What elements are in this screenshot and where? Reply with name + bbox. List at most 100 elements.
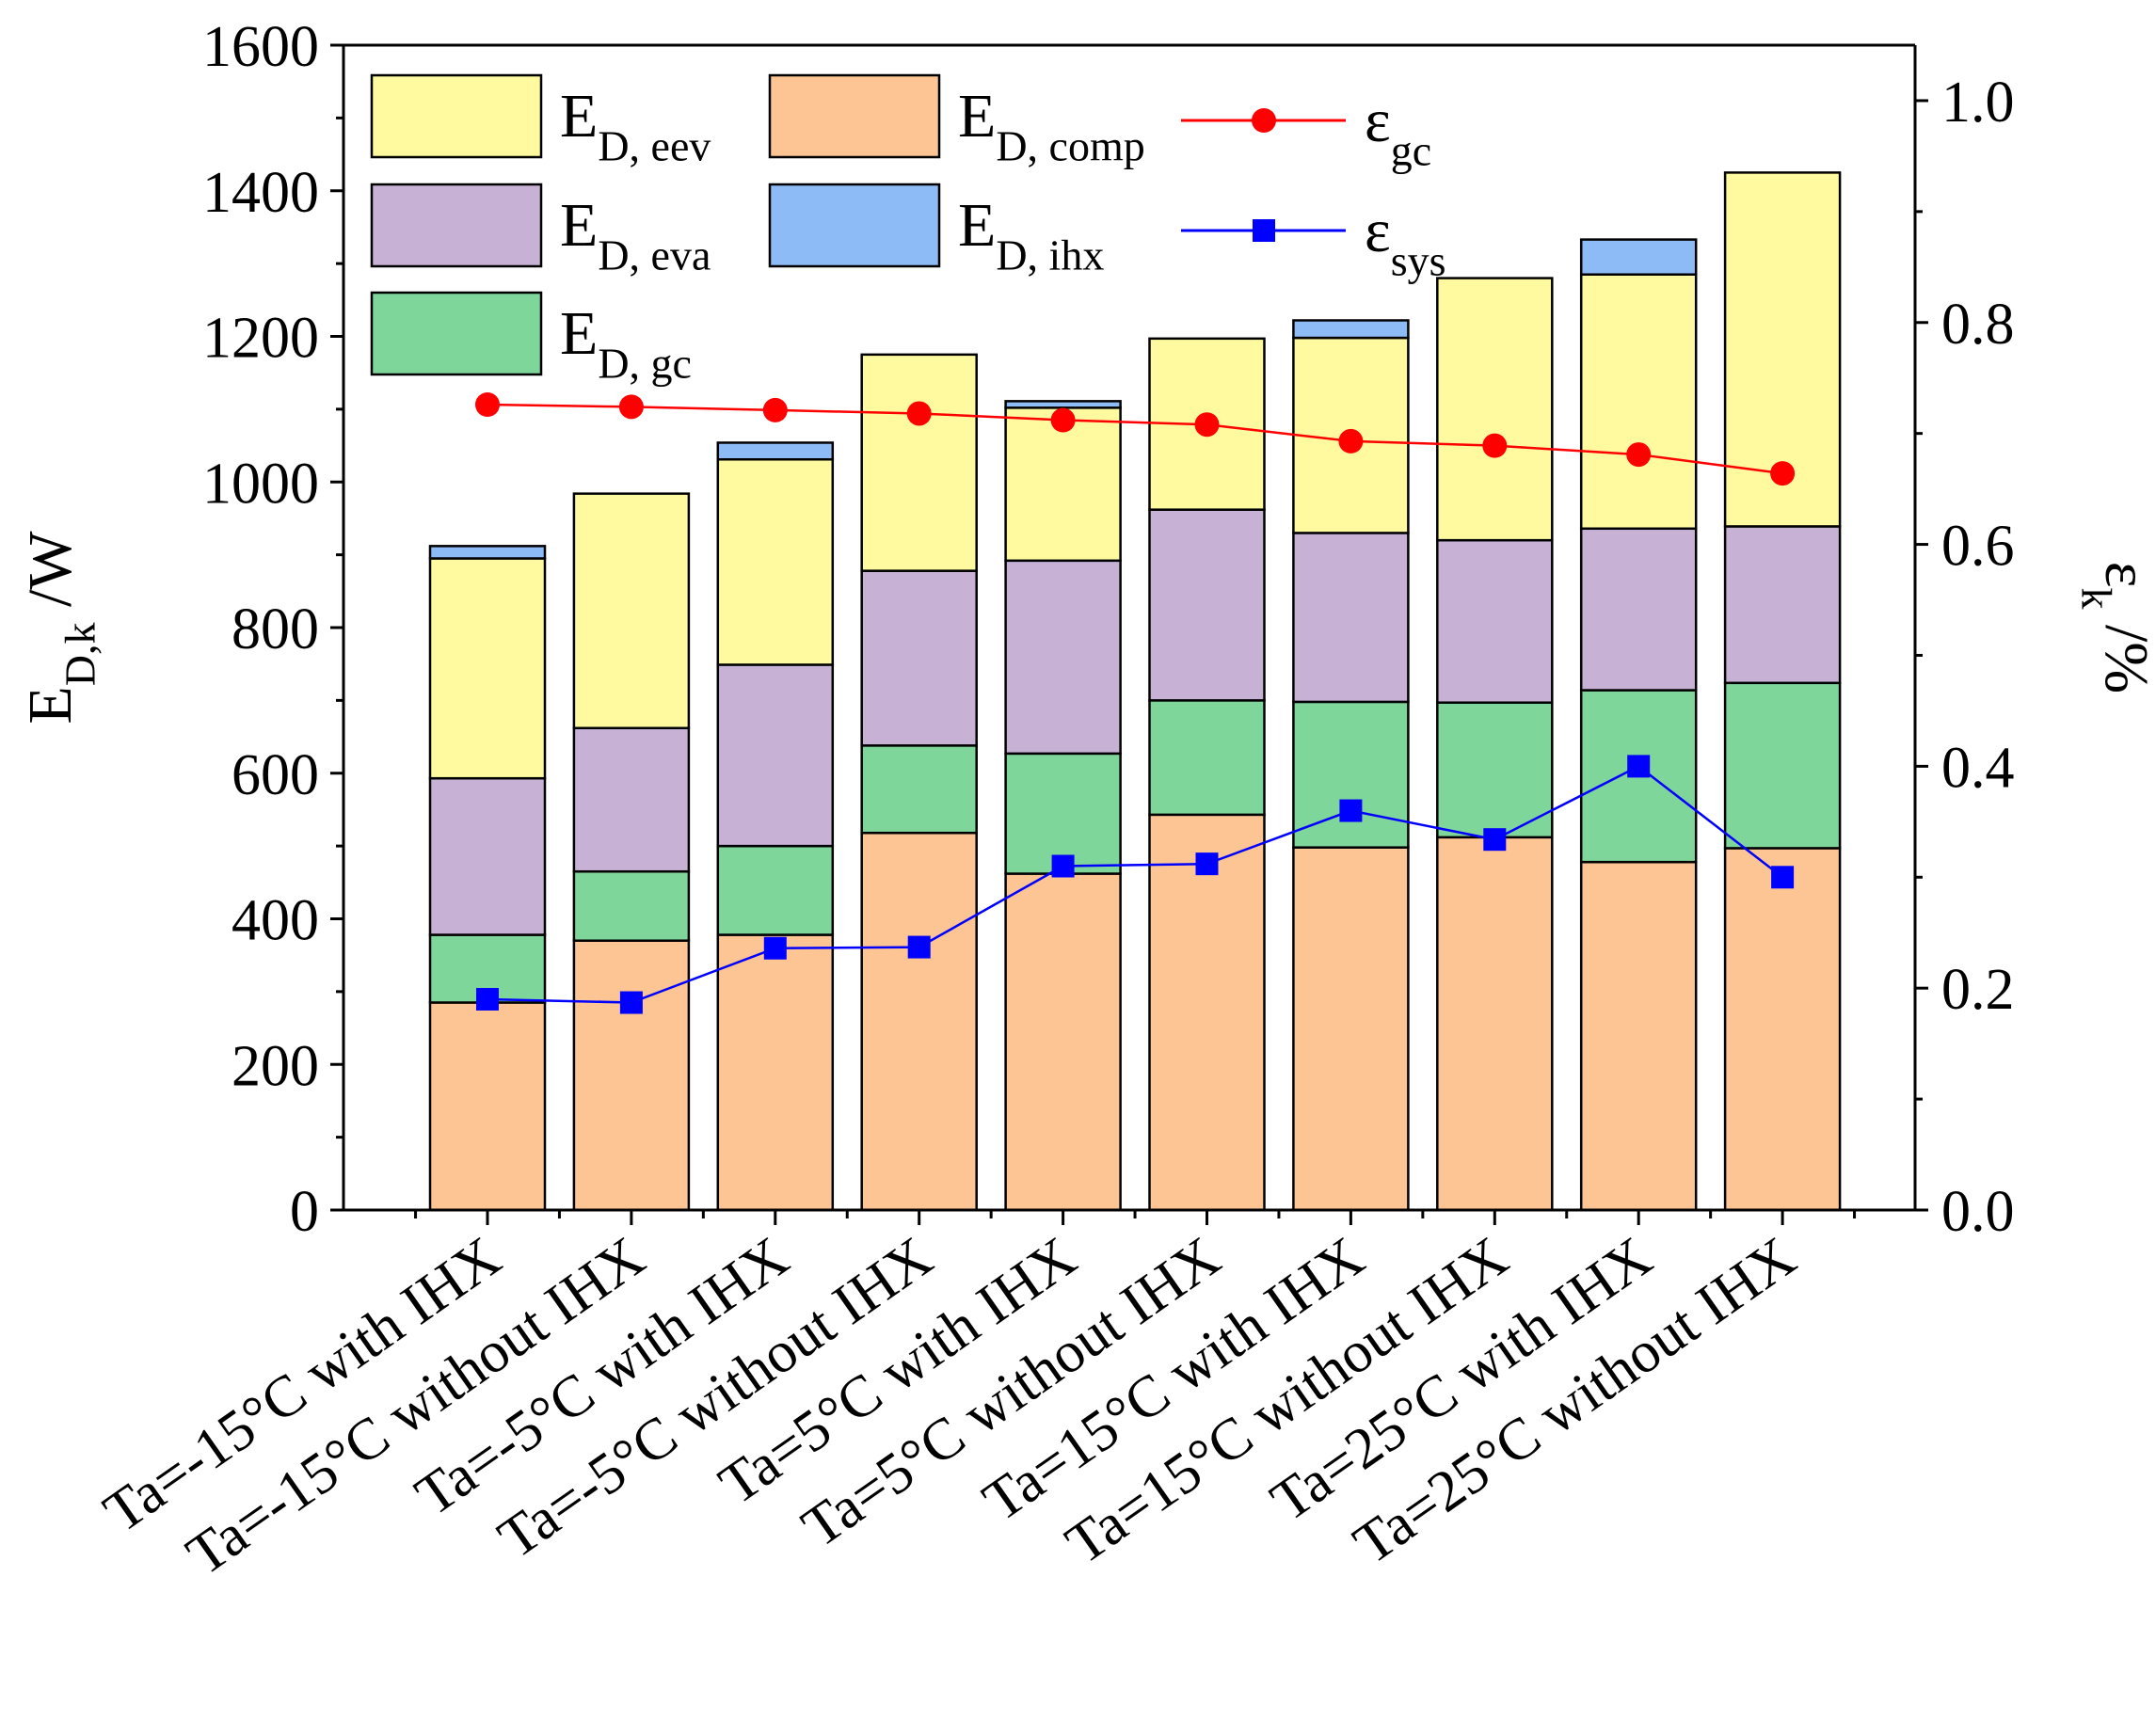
point-egc-6: [1194, 412, 1220, 438]
bar-gc-5: [1004, 752, 1122, 875]
lines-layer: [475, 392, 1796, 1014]
bar-eev-8: [1436, 277, 1554, 542]
bar-gc-9: [1579, 689, 1698, 864]
bar-comp-6: [1148, 813, 1266, 1212]
y2-tick-label-0: 0.0: [1941, 1180, 2015, 1244]
bar-eva-6: [1148, 508, 1266, 702]
legend-label-egc-sub: gc: [1391, 126, 1431, 174]
bar-eva-10: [1723, 525, 1842, 685]
legend-label-comp-sub: D, comp: [996, 121, 1144, 169]
legend-label-egc: εgc: [1365, 87, 1431, 174]
legend-label-ihx-main: E: [958, 191, 996, 260]
bar-eev-3: [716, 458, 835, 666]
point-egc-4: [906, 401, 932, 426]
y-tick-label-200: 200: [232, 1034, 319, 1098]
point-esys-9: [1627, 755, 1651, 778]
y-tick-label-1200: 1200: [202, 307, 319, 371]
y-tick-label-800: 800: [232, 597, 319, 661]
legend-label-ihx: ED, ihx: [958, 191, 1104, 279]
bar-ihx-9: [1579, 238, 1698, 276]
legend-label-gc: ED, gc: [560, 299, 692, 387]
point-esys-10: [1771, 866, 1795, 889]
legend-label-esys-sub: sys: [1391, 236, 1446, 284]
point-egc-9: [1626, 442, 1652, 468]
y-tick-label-0: 0: [290, 1180, 319, 1244]
legend-label-comp-main: E: [958, 82, 996, 151]
bar-gc-6: [1148, 699, 1266, 817]
bar-eev-9: [1579, 273, 1698, 531]
bar-gc-3: [716, 844, 835, 936]
point-esys-6: [1195, 852, 1219, 876]
bar-eva-4: [860, 569, 978, 747]
bar-ihx-7: [1292, 319, 1410, 340]
bar-ihx-3: [716, 441, 835, 461]
legend-label-esys: εsys: [1365, 197, 1446, 284]
legend-label-gc-sub: D, gc: [598, 339, 692, 387]
point-esys-2: [619, 991, 643, 1014]
legend-label-eva-sub: D, eva: [598, 231, 711, 279]
legend-label-gc-main: E: [560, 299, 598, 368]
bar-eev-4: [860, 353, 978, 572]
y-tick-label-1600: 1600: [202, 15, 319, 79]
bar-comp-9: [1579, 860, 1698, 1212]
line-egc: [487, 403, 1783, 475]
legend-swatch-gc: [370, 291, 543, 376]
legend-label-eva-main: E: [560, 191, 598, 260]
point-egc-10: [1770, 461, 1796, 486]
y-tick-label-600: 600: [232, 743, 319, 807]
y-axis-title-suffix: /W: [16, 531, 85, 623]
point-esys-4: [907, 935, 931, 959]
point-esys-8: [1483, 828, 1507, 852]
y-axis-title-sub: D,k: [56, 623, 104, 687]
legend-swatch-comp: [768, 73, 941, 159]
bar-ihx-1: [428, 545, 547, 560]
bar-comp-7: [1292, 846, 1410, 1212]
legend-marker-egc: [1252, 108, 1276, 133]
bar-gc-7: [1292, 700, 1410, 849]
y2-axis-title: εk /%: [2073, 562, 2156, 694]
bar-eev-2: [572, 492, 691, 730]
y2-tick-label-4: 0.8: [1941, 293, 2015, 357]
bar-comp-8: [1436, 836, 1554, 1212]
legend-swatch-ihx: [768, 183, 941, 268]
legend-swatch-eev: [370, 73, 543, 159]
point-egc-5: [1050, 407, 1076, 433]
bar-comp-2: [572, 939, 691, 1212]
bar-comp-5: [1004, 872, 1122, 1212]
bar-eva-1: [428, 776, 547, 936]
point-esys-3: [763, 936, 787, 960]
legend-label-comp: ED, comp: [958, 82, 1145, 169]
legend-label-eev-sub: D, eev: [598, 121, 711, 169]
bar-eva-7: [1292, 532, 1410, 704]
legend-label-eva: ED, eva: [560, 191, 711, 279]
bar-gc-2: [572, 869, 691, 942]
bar-eva-9: [1579, 527, 1698, 692]
y-tick-label-400: 400: [232, 889, 319, 953]
y-tick-label-1000: 1000: [202, 452, 319, 516]
bar-eva-2: [572, 726, 691, 873]
point-egc-1: [475, 392, 500, 418]
legend-marker-esys: [1253, 219, 1275, 242]
legend-label-esys-main: ε: [1365, 197, 1391, 265]
bars-layer: [428, 171, 1842, 1212]
bar-ihx-5: [1004, 400, 1122, 409]
bar-eva-5: [1004, 559, 1122, 756]
y2-tick-label-3: 0.6: [1941, 515, 2015, 579]
axes-layer: 0 200 400 600 800 1000 1200 1400 1600 0.0 0.2 0.4 0.…: [16, 15, 2156, 1588]
bar-eva-8: [1436, 538, 1554, 704]
bar-eev-1: [428, 557, 547, 780]
legend-label-eev-main: E: [560, 82, 598, 151]
legend-label-ihx-sub: D, ihx: [996, 231, 1104, 279]
line-esys: [487, 764, 1783, 1004]
point-esys-5: [1051, 854, 1075, 878]
y2-tick-label-1: 0.2: [1941, 958, 2015, 1022]
point-esys-1: [476, 987, 499, 1011]
y-axis-title-main: E: [16, 686, 85, 724]
y2-tick-label-2: 0.4: [1941, 736, 2015, 800]
legend-label-egc-main: ε: [1365, 87, 1391, 155]
legend-swatch-eva: [370, 183, 543, 268]
bar-gc-8: [1436, 701, 1554, 839]
point-egc-7: [1338, 428, 1364, 454]
